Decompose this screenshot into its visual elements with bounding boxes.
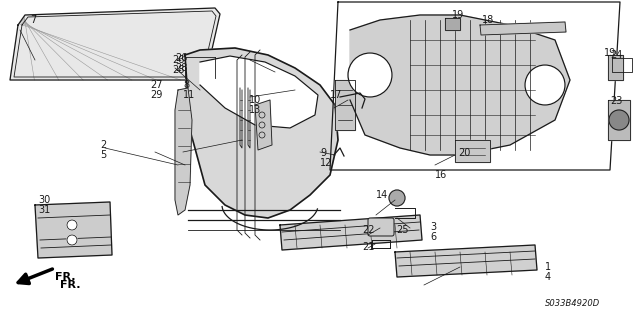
Text: 3: 3 (430, 222, 436, 232)
Polygon shape (280, 215, 422, 250)
Text: 28: 28 (175, 63, 188, 73)
Polygon shape (335, 80, 355, 130)
Text: 4: 4 (545, 272, 551, 282)
Text: 18: 18 (482, 15, 494, 25)
Polygon shape (395, 245, 537, 277)
Text: 19: 19 (452, 10, 464, 20)
Text: 9: 9 (320, 148, 326, 158)
Circle shape (609, 110, 629, 130)
Text: 12: 12 (320, 158, 332, 168)
Text: S033B4920D: S033B4920D (545, 299, 600, 308)
Text: 28: 28 (172, 65, 184, 75)
Text: 31: 31 (38, 205, 51, 215)
Circle shape (389, 190, 405, 206)
Text: 20: 20 (458, 148, 470, 158)
Polygon shape (10, 8, 220, 80)
Text: 26: 26 (175, 53, 188, 63)
Text: 10: 10 (249, 95, 261, 105)
Circle shape (67, 235, 77, 245)
Polygon shape (480, 22, 566, 35)
Circle shape (67, 220, 77, 230)
Text: 14: 14 (376, 190, 388, 200)
Text: 16: 16 (435, 170, 447, 180)
Text: 11: 11 (183, 90, 195, 100)
FancyBboxPatch shape (368, 218, 394, 236)
Polygon shape (350, 15, 570, 155)
Text: 21: 21 (362, 242, 374, 252)
Circle shape (525, 65, 565, 105)
Polygon shape (255, 100, 272, 150)
Polygon shape (35, 202, 112, 258)
Polygon shape (200, 56, 318, 128)
Text: 27: 27 (150, 80, 163, 90)
Text: 6: 6 (430, 232, 436, 242)
Text: 29: 29 (150, 90, 163, 100)
Polygon shape (608, 55, 623, 80)
Text: 8: 8 (183, 80, 189, 90)
Polygon shape (455, 140, 490, 162)
Circle shape (348, 53, 392, 97)
Text: 25: 25 (396, 225, 408, 235)
Text: 5: 5 (100, 150, 106, 160)
Polygon shape (608, 100, 630, 140)
Text: 24: 24 (610, 50, 622, 60)
Text: 19: 19 (604, 48, 616, 58)
Polygon shape (175, 88, 192, 215)
Text: 30: 30 (38, 195, 51, 205)
Text: 26: 26 (172, 55, 184, 65)
Polygon shape (185, 48, 338, 218)
Text: 2: 2 (100, 140, 106, 150)
Polygon shape (445, 18, 460, 30)
Text: 7: 7 (30, 15, 36, 25)
Text: 13: 13 (249, 105, 261, 115)
Text: 1: 1 (545, 262, 551, 272)
Text: 17: 17 (330, 90, 342, 100)
Text: 22: 22 (362, 225, 374, 235)
Text: FR.: FR. (55, 272, 76, 282)
Text: 23: 23 (610, 96, 622, 106)
Text: FR.: FR. (60, 280, 81, 290)
